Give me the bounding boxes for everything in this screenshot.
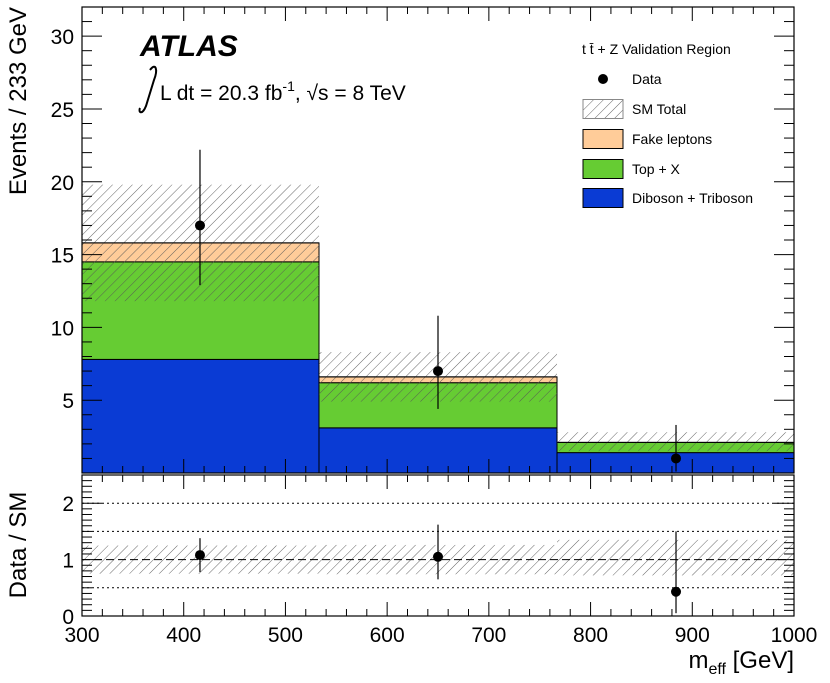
- legend-label: Fake leptons: [632, 131, 712, 147]
- x-tick-label: 600: [370, 624, 405, 647]
- y-tick-label: 1: [62, 550, 74, 573]
- ratio-point-2: [671, 586, 682, 597]
- ratio-frame: [81, 474, 795, 617]
- data-point-2: [671, 453, 682, 464]
- x-tick-label: 300: [64, 624, 99, 647]
- region-label: t t̄ + Z Validation Region: [582, 41, 731, 57]
- data-point-1: [433, 366, 443, 377]
- legend-swatch-fake-leptons: [582, 129, 624, 149]
- luminosity-label: L dt = 20.3 fb-1, √s = 8 TeV: [160, 78, 406, 105]
- legend-label: Top + X: [632, 161, 681, 177]
- legend-swatch-top-x: [582, 159, 624, 179]
- y-tick-label: 30: [51, 26, 74, 49]
- legend: t t̄ + Z Validation Region Data SM Total Fa…: [582, 41, 753, 208]
- y-tick-label: 20: [51, 172, 74, 195]
- x-tick-label: 900: [675, 624, 710, 647]
- y-tick-label: 25: [51, 99, 74, 122]
- bar-diboson-triboson-0: [81, 358, 320, 474]
- legend-label: Diboson + Triboson: [632, 190, 753, 206]
- y-tick-label: 0: [62, 606, 74, 629]
- y-tick-label: 5: [62, 390, 74, 413]
- annotations: Events / 233 GeV Data / SM meff [GeV] ATLAS…: [5, 7, 794, 678]
- experiment-label: ATLAS: [139, 30, 238, 63]
- y-tick-label: 10: [51, 317, 74, 340]
- integral-icon: [138, 65, 158, 114]
- ratio-point-0: [194, 550, 205, 561]
- x-axis-title: meff [GeV]: [688, 647, 794, 678]
- y-axis-title-bottom: Data / SM: [5, 492, 32, 599]
- y-tick-label: 2: [62, 493, 74, 516]
- data-point-0: [194, 220, 205, 231]
- y-axis-title-top: Events / 233 GeV: [5, 7, 32, 195]
- x-tick-label: 700: [471, 624, 506, 647]
- bar-diboson-triboson-1: [318, 427, 558, 474]
- legend-label: SM Total: [632, 101, 686, 117]
- x-tick-label: 500: [268, 624, 303, 647]
- legend-swatch-diboson-triboson: [582, 188, 624, 208]
- x-tick-label: 400: [166, 624, 201, 647]
- x-tick-label: 1000: [771, 624, 818, 647]
- main-panel: [81, 149, 795, 474]
- ratio-panel: [82, 502, 794, 614]
- legend-swatch-sm-total: [582, 99, 624, 119]
- x-tick-label: 800: [573, 624, 608, 647]
- y-tick-label: 15: [51, 245, 74, 268]
- legend-marker-data: [598, 74, 608, 84]
- legend-label: Data: [632, 71, 662, 87]
- ratio-point-1: [433, 551, 443, 562]
